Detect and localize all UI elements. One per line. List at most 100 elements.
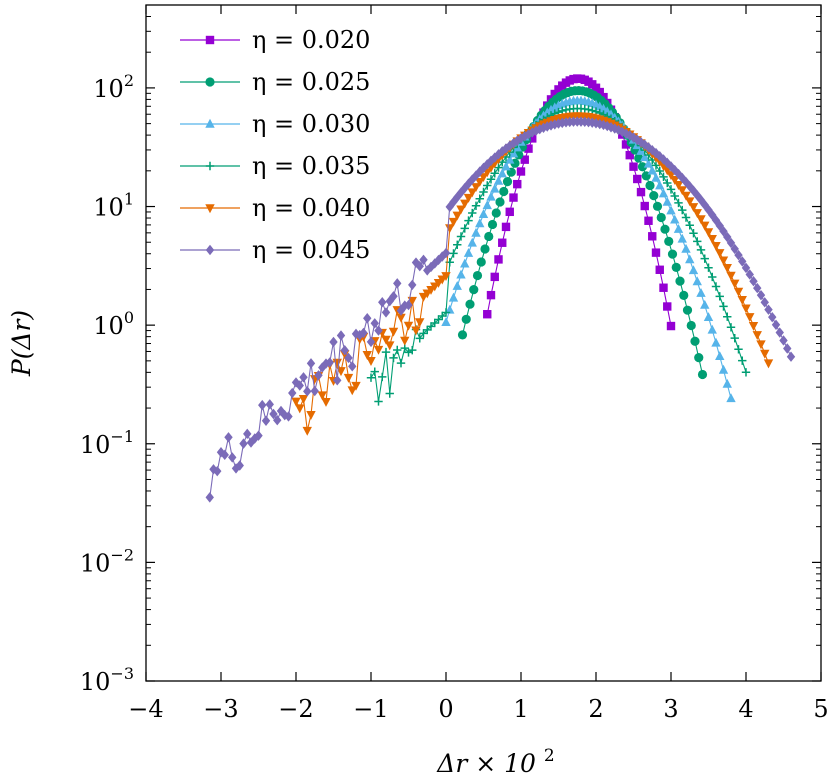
data-point [205,492,214,503]
data-point [362,351,372,360]
data-point [475,178,485,187]
data-point [228,452,237,463]
data-point [389,291,398,302]
data-point [711,241,721,251]
data-point [441,317,451,327]
data-point [685,254,695,264]
data-point [660,224,670,234]
y-tick-label: 101 [93,190,134,222]
data-point [478,173,489,182]
data-point [403,321,414,331]
data-point [681,191,691,201]
data-point [685,221,694,230]
data-point [667,249,678,259]
data-point [591,83,601,92]
data-point [456,187,466,198]
data-point [404,299,413,311]
legend-item: η = 0.035 [180,152,370,180]
data-point [546,104,556,114]
data-point [692,209,702,219]
data-point [269,408,278,420]
data-point [299,372,308,383]
data-point [378,297,387,308]
data-point [760,297,769,308]
data-point [343,373,354,383]
data-point [783,343,792,354]
data-point [295,380,304,391]
legend-item: η = 0.020 [180,26,370,54]
data-point [723,231,732,243]
data-point [734,249,743,261]
legend-label: η = 0.025 [252,68,370,96]
data-point [491,208,501,218]
data-point [480,244,490,254]
data-point [385,341,395,351]
data-point [456,232,466,241]
data-point [682,305,693,315]
data-point [483,181,492,190]
data-point [494,163,503,172]
data-point [445,304,455,314]
data-point [246,437,256,448]
data-point [408,345,417,355]
x-tick-label: 4 [738,695,753,723]
legend-swatch-marker [205,204,215,214]
legend-item: η = 0.040 [180,194,370,222]
data-point [738,256,747,267]
legend-swatch-marker [205,118,215,128]
data-point [333,375,342,386]
data-point [707,235,717,244]
x-axis-title-exponent: 2 [544,746,555,766]
data-point [651,172,661,182]
data-point [441,272,451,281]
data-point [730,333,739,343]
data-point [730,279,740,289]
data-point [696,287,706,297]
data-point [700,254,709,263]
data-point [441,247,451,259]
axis-ticks: −4 −3 −2 −1 0 1 2 3 4 5 10−3 10−2 10−1 100 101 102 [80,4,829,723]
data-point [726,393,736,403]
data-point [690,336,700,346]
series-2 [457,85,708,380]
data-point [487,219,498,230]
data-point [711,337,721,347]
data-point [265,399,274,410]
data-point [658,188,669,198]
data-point [685,197,695,207]
y-tick-label: 10−3 [80,664,134,696]
data-point [659,283,668,292]
data-point [664,236,674,246]
data-point [651,248,661,257]
data-point [723,312,732,321]
data-point [666,205,676,215]
data-point [483,310,492,319]
data-point [393,345,402,355]
data-point [448,217,459,227]
data-point [637,162,648,172]
data-point [688,203,699,213]
data-point [645,180,655,191]
data-point [748,322,759,331]
data-point [469,285,479,295]
x-axis-title-text: Δr × 10 [436,749,536,778]
data-point [643,158,654,168]
data-point [756,340,766,350]
data-point [366,336,376,348]
data-point [756,289,766,301]
data-point [388,327,399,337]
data-point [726,237,736,249]
data-point [670,191,679,201]
data-point [468,208,477,218]
data-point [441,308,451,317]
data-point [505,207,514,217]
data-point [467,237,477,247]
data-point [775,327,784,338]
data-point [476,257,486,267]
data-point [273,414,282,426]
data-point [675,276,685,286]
data-point [209,464,218,475]
data-point [501,161,511,171]
data-point [656,212,666,223]
